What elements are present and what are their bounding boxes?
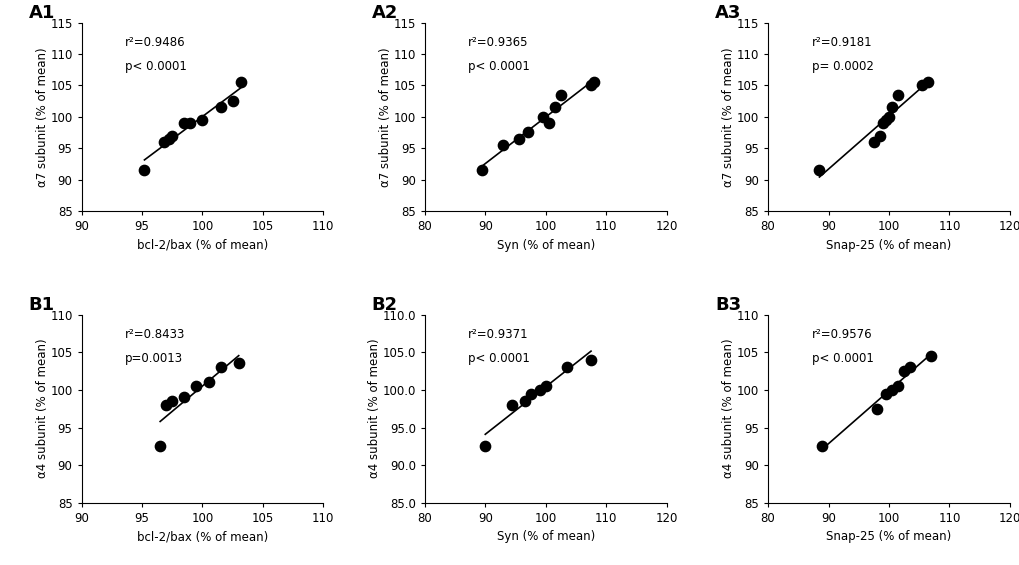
Point	[919, 78, 935, 87]
Point	[164, 397, 180, 406]
Text: p= 0.0002: p= 0.0002	[811, 60, 872, 73]
Point	[895, 367, 911, 376]
Y-axis label: α7 subunit (% of mean): α7 subunit (% of mean)	[721, 47, 735, 186]
Text: p=0.0013: p=0.0013	[125, 352, 183, 365]
Point	[194, 115, 210, 124]
Point	[534, 112, 550, 121]
X-axis label: Syn (% of mean): Syn (% of mean)	[496, 531, 594, 544]
Point	[882, 103, 899, 112]
Point	[230, 359, 247, 368]
Point	[495, 141, 512, 150]
Text: r²=0.9181: r²=0.9181	[811, 36, 871, 49]
Point	[871, 131, 888, 140]
X-axis label: bcl-2/bax (% of mean): bcl-2/bax (% of mean)	[137, 531, 268, 544]
Point	[516, 397, 532, 406]
Point	[865, 137, 881, 146]
Text: r²=0.9576: r²=0.9576	[811, 328, 871, 341]
X-axis label: Snap-25 (% of mean): Snap-25 (% of mean)	[825, 531, 951, 544]
Text: B1: B1	[29, 295, 54, 314]
Text: r²=0.9365: r²=0.9365	[468, 36, 528, 49]
Text: B3: B3	[714, 295, 740, 314]
Text: p< 0.0001: p< 0.0001	[468, 352, 530, 365]
Point	[182, 119, 199, 128]
Text: A3: A3	[714, 4, 741, 22]
Point	[537, 381, 553, 390]
Point	[158, 401, 174, 410]
Point	[582, 81, 598, 90]
Point	[540, 119, 556, 128]
Point	[224, 97, 240, 106]
Point	[531, 385, 547, 394]
Y-axis label: α7 subunit (% of mean): α7 subunit (% of mean)	[379, 47, 391, 186]
Text: r²=0.9486: r²=0.9486	[125, 36, 185, 49]
Point	[189, 381, 205, 390]
Y-axis label: α7 subunit (% of mean): α7 subunit (% of mean)	[36, 47, 49, 186]
Point	[813, 442, 829, 451]
Point	[913, 81, 929, 90]
Point	[200, 378, 216, 387]
X-axis label: Syn (% of mean): Syn (% of mean)	[496, 238, 594, 251]
Point	[152, 442, 168, 451]
Text: p< 0.0001: p< 0.0001	[811, 352, 872, 365]
Point	[877, 115, 894, 124]
Text: A1: A1	[29, 4, 55, 22]
Point	[582, 355, 598, 364]
Point	[160, 134, 176, 144]
Point	[510, 134, 526, 144]
Point	[137, 166, 153, 175]
Point	[880, 112, 897, 121]
Point	[877, 389, 894, 398]
Text: r²=0.8433: r²=0.8433	[125, 328, 185, 341]
Text: p< 0.0001: p< 0.0001	[125, 60, 186, 73]
Y-axis label: α4 subunit (% of mean): α4 subunit (% of mean)	[368, 339, 380, 479]
Point	[176, 393, 193, 402]
Text: p< 0.0001: p< 0.0001	[468, 60, 530, 73]
Point	[558, 363, 575, 372]
X-axis label: Snap-25 (% of mean): Snap-25 (% of mean)	[825, 238, 951, 251]
Point	[232, 78, 249, 87]
Point	[868, 404, 884, 413]
Point	[212, 363, 228, 372]
Point	[176, 119, 193, 128]
Point	[901, 363, 917, 372]
Point	[474, 166, 490, 175]
Point	[522, 389, 538, 398]
Y-axis label: α4 subunit (% of mean): α4 subunit (% of mean)	[721, 339, 735, 479]
Point	[889, 90, 905, 99]
Text: r²=0.9371: r²=0.9371	[468, 328, 529, 341]
Point	[874, 119, 891, 128]
Text: A2: A2	[371, 4, 397, 22]
Point	[585, 78, 601, 87]
X-axis label: bcl-2/bax (% of mean): bcl-2/bax (% of mean)	[137, 238, 268, 251]
Point	[156, 137, 172, 146]
Point	[212, 103, 228, 112]
Text: B2: B2	[371, 295, 397, 314]
Point	[477, 442, 493, 451]
Point	[889, 381, 905, 390]
Point	[546, 103, 562, 112]
Point	[552, 90, 569, 99]
Point	[519, 128, 535, 137]
Point	[503, 401, 520, 410]
Point	[164, 131, 180, 140]
Y-axis label: α4 subunit (% of mean): α4 subunit (% of mean)	[36, 339, 49, 479]
Point	[882, 385, 899, 394]
Point	[810, 166, 826, 175]
Point	[922, 351, 938, 360]
